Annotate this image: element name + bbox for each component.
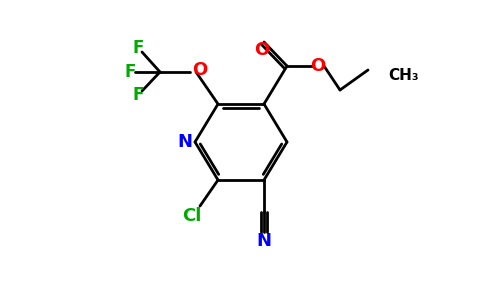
Text: O: O [192, 61, 208, 79]
Text: N: N [257, 232, 272, 250]
Text: O: O [255, 41, 270, 59]
Text: F: F [132, 39, 144, 57]
Text: Cl: Cl [182, 207, 202, 225]
Text: F: F [132, 86, 144, 104]
Text: F: F [124, 63, 136, 81]
Text: CH₃: CH₃ [388, 68, 419, 83]
Text: N: N [178, 133, 193, 151]
Text: O: O [310, 57, 326, 75]
